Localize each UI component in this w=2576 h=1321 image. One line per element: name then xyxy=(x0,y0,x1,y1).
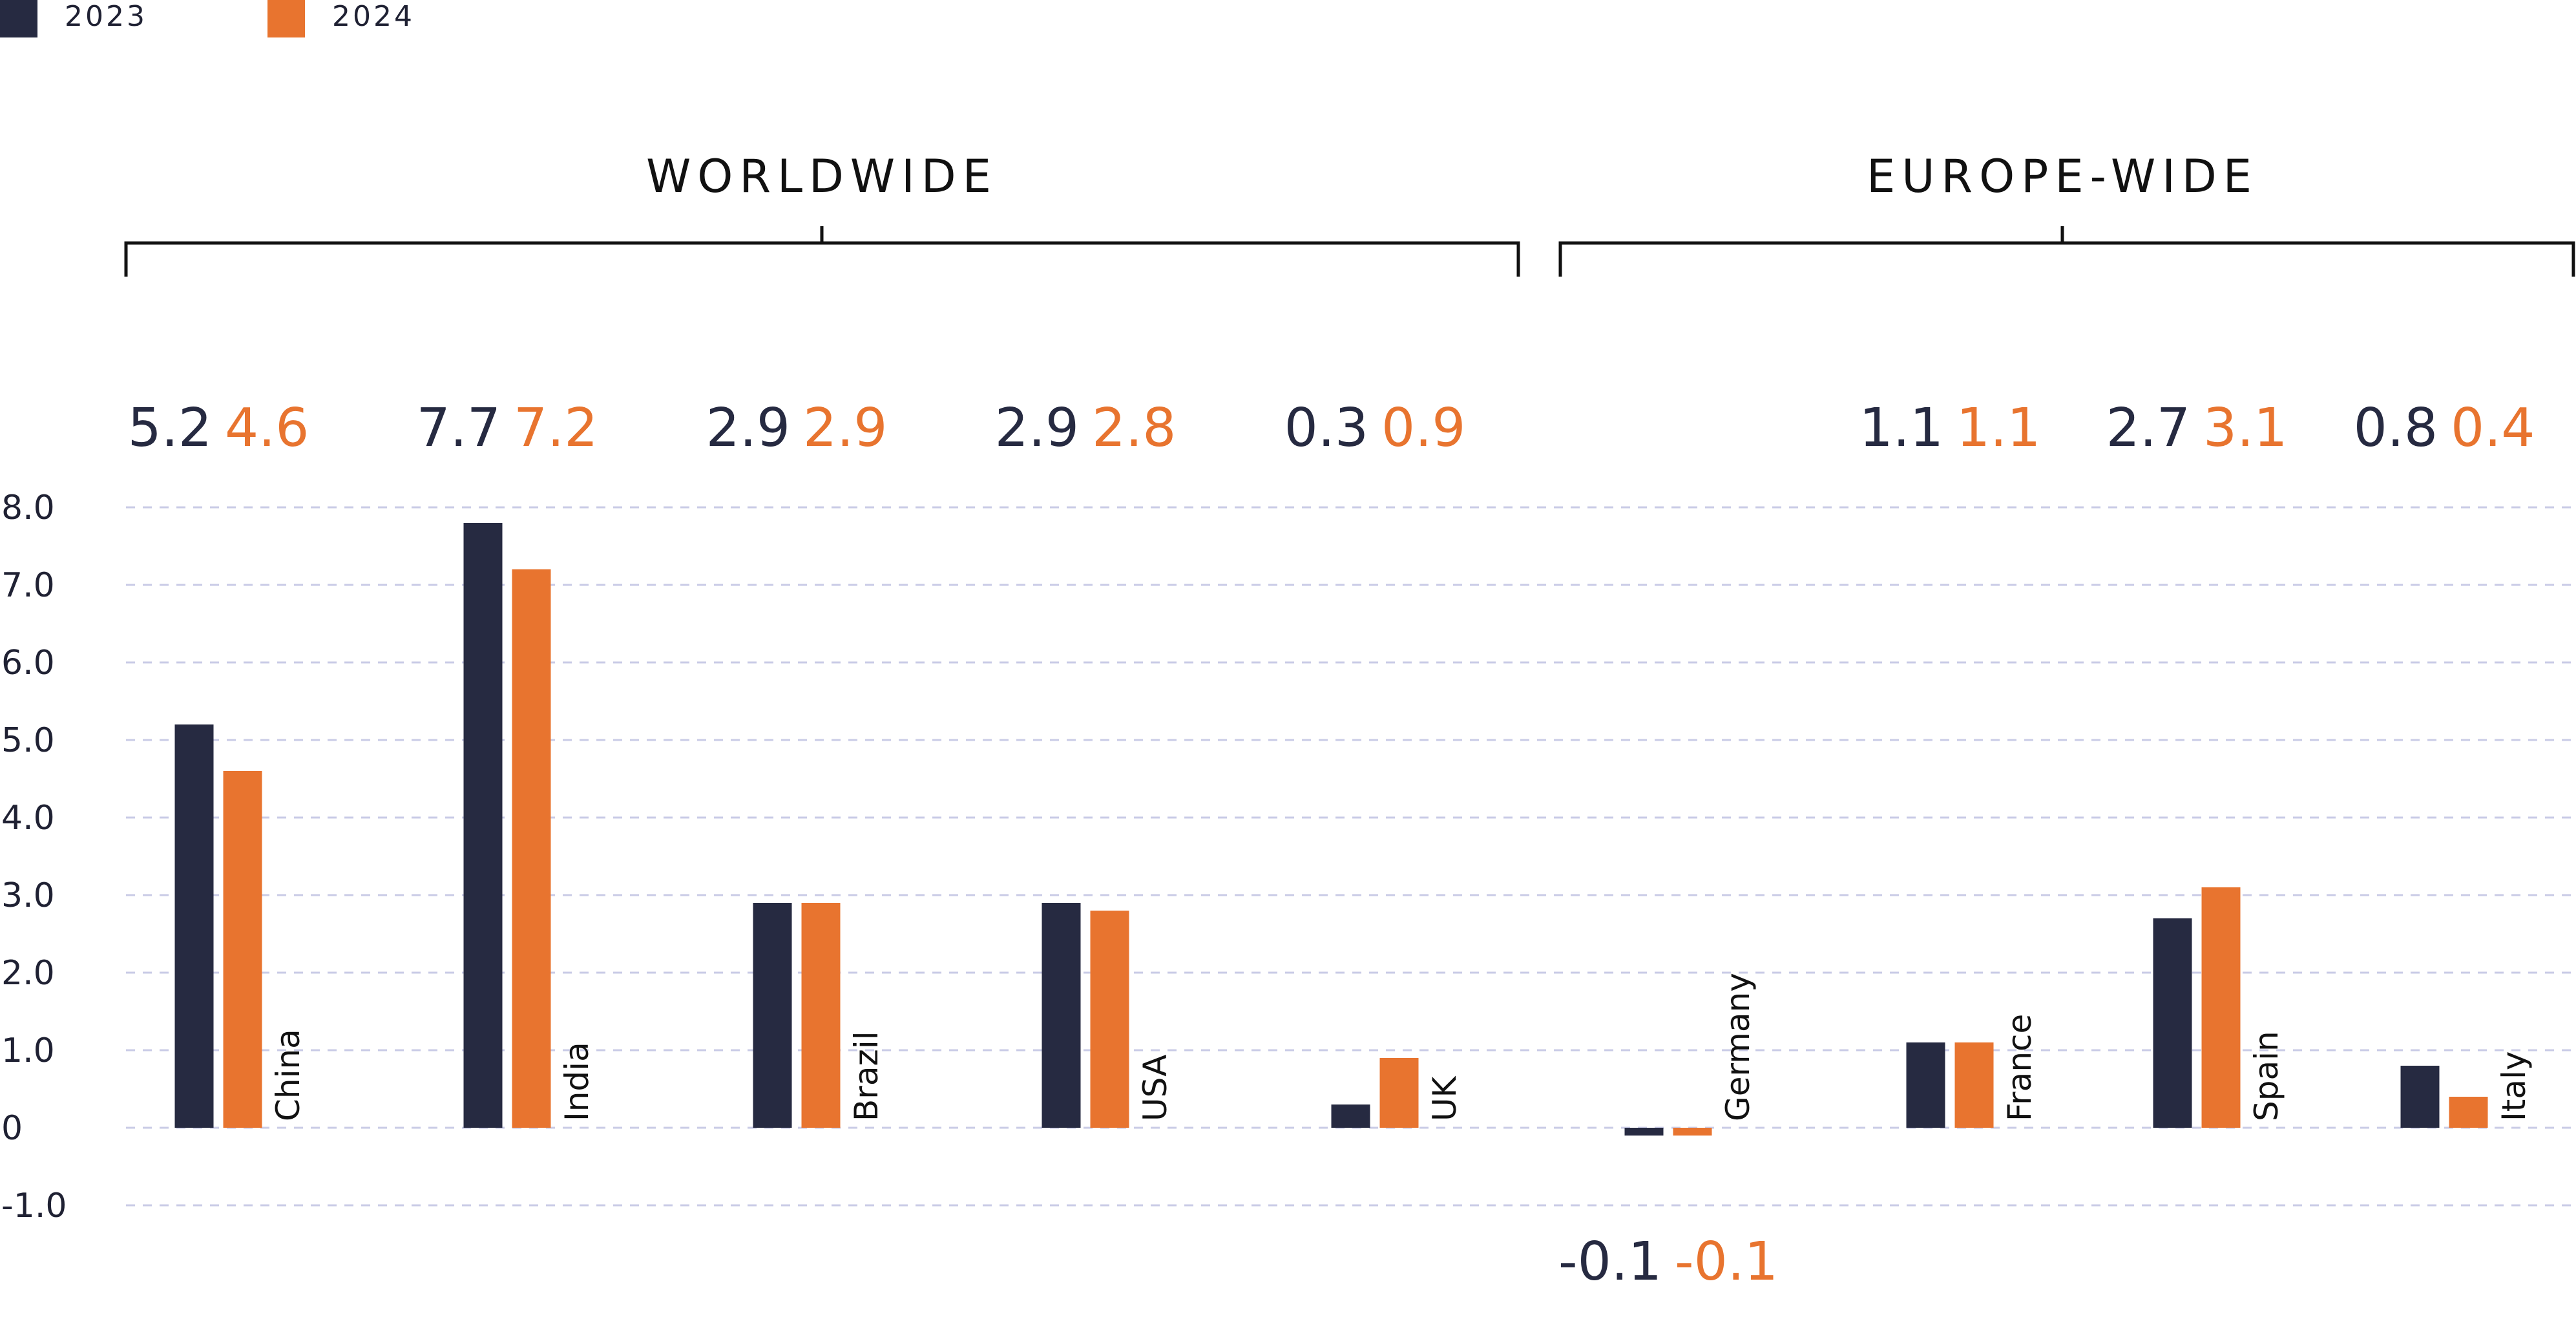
bar-india-2024 xyxy=(512,569,551,1128)
value-label-spain-2023: 2.7 xyxy=(2106,397,2190,459)
y-axis: 8.0 7.0 6.0 5.0 4.0 3.0 2.0 1.0 0 -1.0 xyxy=(1,489,67,1225)
bar-germany-2024 xyxy=(1673,1128,1712,1136)
category-label-china: China xyxy=(269,1029,307,1121)
category-labels: China India Brazil USA UK Germany France Spain I… xyxy=(269,973,2533,1121)
bar-usa-2024 xyxy=(1090,911,1129,1128)
legend-label-2023: 2023 xyxy=(65,0,147,33)
bars xyxy=(174,523,2488,1136)
value-label-brazil-2024: 2.9 xyxy=(803,397,887,459)
bar-uk-2024 xyxy=(1379,1058,1419,1128)
y-tick-label: 6.0 xyxy=(1,644,55,682)
value-label-uk-2024: 0.9 xyxy=(1381,397,1465,459)
category-label-spain: Spain xyxy=(2248,1031,2285,1121)
bar-france-2023 xyxy=(1906,1042,1945,1128)
group-title-worldwide: WORLDWIDE xyxy=(646,150,998,203)
value-label-france-2023: 1.1 xyxy=(1859,397,1943,459)
category-label-france: France xyxy=(2001,1014,2038,1121)
bar-spain-2023 xyxy=(2153,918,2192,1128)
value-label-brazil-2023: 2.9 xyxy=(706,397,790,459)
group-bracket-europe-wide xyxy=(1558,226,2575,277)
category-label-india: India xyxy=(558,1042,596,1121)
category-label-germany: Germany xyxy=(1719,973,1757,1121)
value-label-germany-2023: -0.1 xyxy=(1558,1231,1662,1293)
y-tick-label: 8.0 xyxy=(1,489,55,527)
value-label-usa-2024: 2.8 xyxy=(1092,397,1176,459)
bar-china-2023 xyxy=(174,724,214,1128)
bar-france-2024 xyxy=(1954,1042,1994,1128)
legend: 2023 2024 xyxy=(0,0,415,37)
category-label-italy: Italy xyxy=(2495,1052,2533,1121)
value-label-india-2023: 7.7 xyxy=(417,397,501,459)
value-label-germany-2024: -0.1 xyxy=(1675,1231,1778,1293)
bar-china-2024 xyxy=(223,771,262,1128)
y-tick-label: 3.0 xyxy=(1,876,55,915)
group-title-europe-wide: EUROPE-WIDE xyxy=(1867,150,2258,203)
value-label-spain-2024: 3.1 xyxy=(2203,397,2287,459)
legend-label-2024: 2024 xyxy=(332,0,415,33)
value-label-france-2024: 1.1 xyxy=(1956,397,2040,459)
bar-brazil-2023 xyxy=(753,903,792,1128)
category-label-usa: USA xyxy=(1136,1055,1174,1121)
bar-spain-2024 xyxy=(2201,887,2241,1128)
bar-india-2023 xyxy=(463,523,503,1128)
y-tick-label: -1.0 xyxy=(1,1187,67,1225)
value-label-usa-2023: 2.9 xyxy=(995,397,1079,459)
bar-uk-2023 xyxy=(1331,1104,1370,1128)
value-label-china-2023: 5.2 xyxy=(128,397,212,459)
y-tick-label: 5.0 xyxy=(1,721,55,760)
bar-usa-2023 xyxy=(1042,903,1081,1128)
y-tick-label: 7.0 xyxy=(1,566,55,605)
y-tick-label: 2.0 xyxy=(1,954,55,993)
bar-brazil-2024 xyxy=(801,903,841,1128)
y-tick-label: 0 xyxy=(1,1109,23,1148)
group-headers: WORLDWIDE EUROPE-WIDE xyxy=(124,150,2575,277)
legend-swatch-2024 xyxy=(267,0,305,37)
legend-swatch-2023 xyxy=(0,0,37,37)
bar-italy-2024 xyxy=(2449,1097,2488,1128)
bar-germany-2023 xyxy=(1624,1128,1664,1136)
category-label-uk: UK xyxy=(1426,1075,1463,1121)
value-label-italy-2024: 0.4 xyxy=(2451,397,2535,459)
category-label-brazil: Brazil xyxy=(848,1031,885,1121)
value-labels: 5.2 4.6 7.7 7.2 2.9 2.9 2.9 2.8 0.3 0.9-0.1 -0.11.… xyxy=(128,397,2535,1293)
group-bracket-worldwide xyxy=(124,226,1520,277)
value-label-uk-2023: 0.3 xyxy=(1284,397,1368,459)
y-tick-label: 4.0 xyxy=(1,799,55,838)
value-label-india-2024: 7.2 xyxy=(514,397,598,459)
value-label-china-2024: 4.6 xyxy=(225,397,309,459)
value-label-italy-2023: 0.8 xyxy=(2354,397,2438,459)
bar-italy-2023 xyxy=(2400,1066,2440,1128)
y-tick-label: 1.0 xyxy=(1,1031,55,1070)
